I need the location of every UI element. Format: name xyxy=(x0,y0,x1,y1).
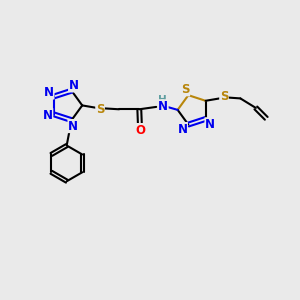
Text: N: N xyxy=(177,122,188,136)
Text: N: N xyxy=(44,86,54,99)
Text: N: N xyxy=(43,109,53,122)
Text: O: O xyxy=(136,124,146,136)
Text: S: S xyxy=(220,89,228,103)
Text: N: N xyxy=(68,120,78,133)
Text: H: H xyxy=(158,95,167,105)
Text: N: N xyxy=(205,118,215,131)
Text: N: N xyxy=(69,79,79,92)
Text: S: S xyxy=(181,83,190,96)
Text: N: N xyxy=(158,100,168,113)
Text: S: S xyxy=(96,103,104,116)
